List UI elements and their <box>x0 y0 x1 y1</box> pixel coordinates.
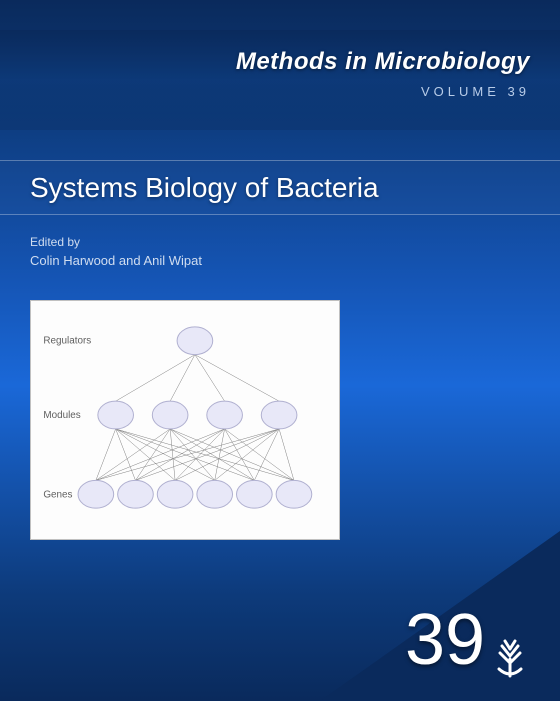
diagram-svg: Regulators Modules Genes <box>41 316 329 524</box>
book-cover: Methods in Microbiology VOLUME 39 System… <box>0 0 560 701</box>
network-diagram: Regulators Modules Genes <box>30 300 340 540</box>
svg-text:Genes: Genes <box>43 489 72 500</box>
editors-label: Edited by <box>30 235 202 249</box>
editors-names: Colin Harwood and Anil Wipat <box>30 253 202 268</box>
svg-text:Regulators: Regulators <box>43 336 91 347</box>
volume-number: 39 <box>405 599 485 681</box>
diagram-labels: Regulators Modules Genes <box>43 336 91 501</box>
svg-text:Modules: Modules <box>43 410 80 421</box>
series-header: Methods in Microbiology VOLUME 39 <box>0 30 560 130</box>
volume-label: VOLUME 39 <box>30 84 530 99</box>
diagram-nodes <box>78 327 312 508</box>
editors-block: Edited by Colin Harwood and Anil Wipat <box>30 235 202 268</box>
series-title: Methods in Microbiology <box>30 48 530 76</box>
publisher-logo-icon <box>485 631 535 681</box>
title-band: Systems Biology of Bacteria <box>0 160 560 215</box>
corner-overlay: 39 <box>320 531 560 701</box>
book-title: Systems Biology of Bacteria <box>30 172 379 204</box>
